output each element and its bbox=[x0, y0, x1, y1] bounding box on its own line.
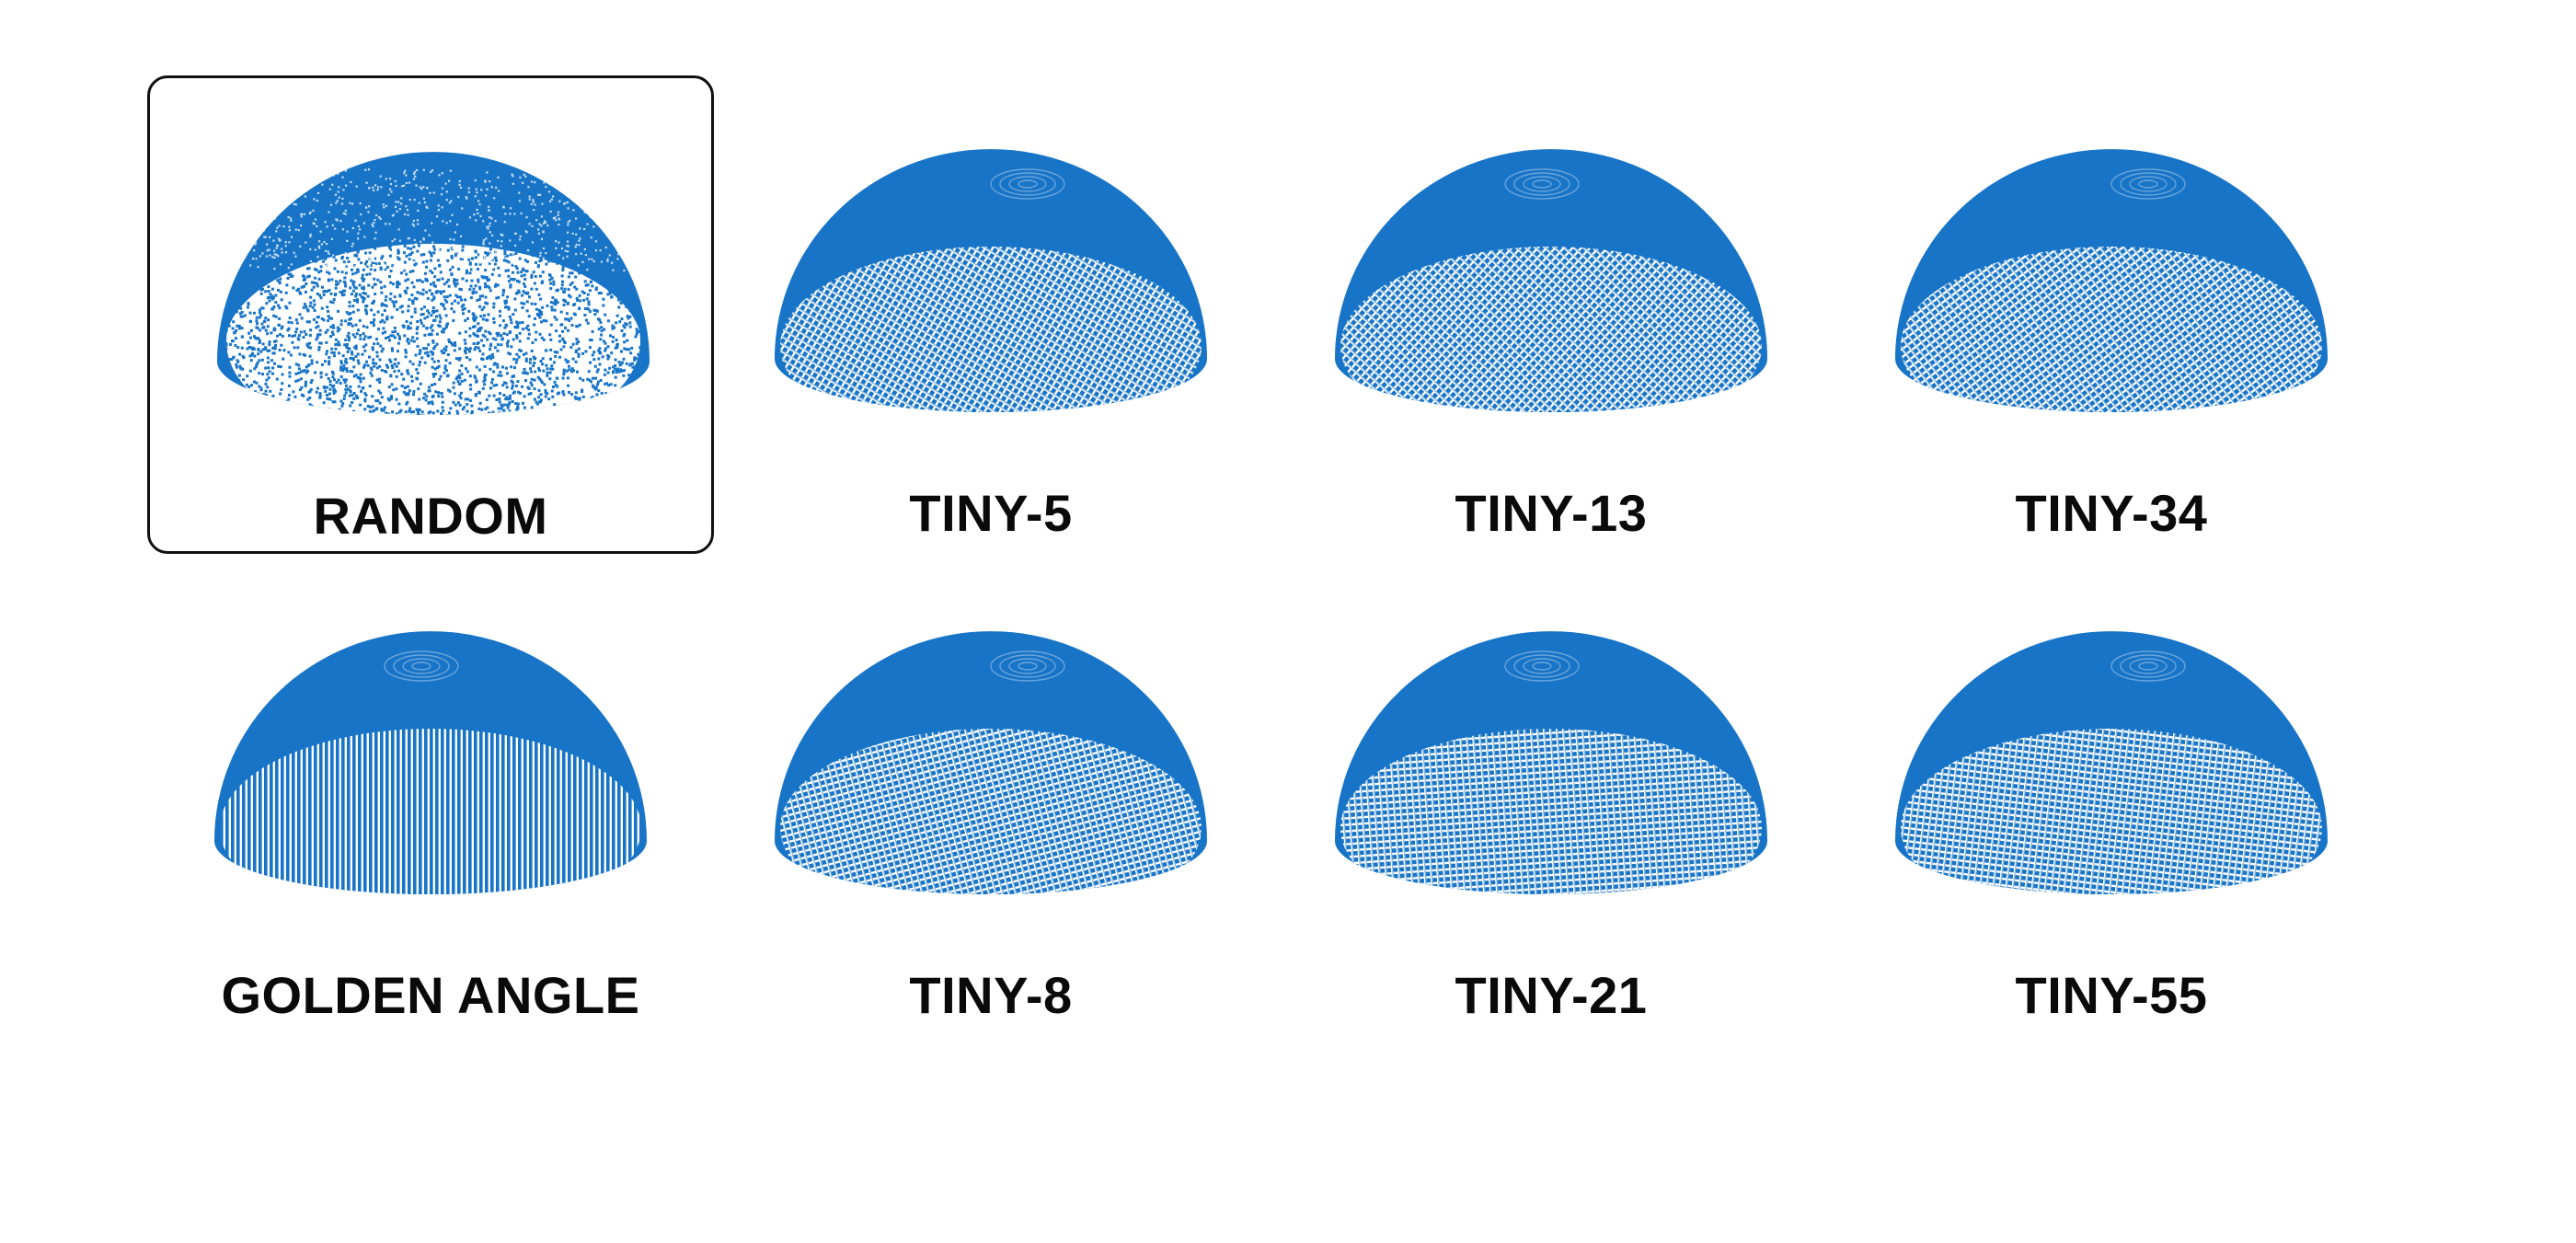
dome-interior bbox=[1901, 729, 2322, 894]
hemisphere-plot-golden-angle bbox=[214, 631, 647, 894]
panel-label-tiny-8: TINY-8 bbox=[909, 966, 1073, 1024]
panel-tiny-13[interactable]: TINY-13 bbox=[1268, 75, 1834, 554]
panel-tiny-34[interactable]: TINY-34 bbox=[1828, 75, 2395, 554]
panel-label-tiny-34: TINY-34 bbox=[2015, 484, 2208, 542]
dome-interior bbox=[780, 729, 1202, 894]
panel-label-random: RANDOM bbox=[313, 487, 548, 545]
dome-interior bbox=[226, 244, 640, 415]
panel-label-tiny-13: TINY-13 bbox=[1455, 484, 1648, 542]
apex-swirl bbox=[990, 650, 1065, 682]
panel-random[interactable]: RANDOM bbox=[147, 75, 714, 554]
hemisphere-plot-tiny-55 bbox=[1895, 631, 2328, 894]
panel-label-tiny-55: TINY-55 bbox=[2015, 966, 2208, 1024]
hemisphere-plot-tiny-13 bbox=[1335, 149, 1767, 412]
dome-interior bbox=[1340, 247, 1762, 412]
dome-interior bbox=[220, 729, 641, 894]
panel-tiny-8[interactable]: TINY-8 bbox=[707, 558, 1274, 1036]
panel-label-golden-angle: GOLDEN ANGLE bbox=[221, 966, 640, 1024]
dome-interior bbox=[1340, 729, 1762, 894]
hemisphere-plot-tiny-8 bbox=[775, 631, 1207, 894]
panel-tiny-5[interactable]: TINY-5 bbox=[707, 75, 1274, 554]
apex-swirl bbox=[1504, 650, 1580, 682]
dome-interior bbox=[780, 247, 1202, 412]
panel-golden-angle[interactable]: GOLDEN ANGLE bbox=[147, 558, 714, 1036]
apex-swirl bbox=[990, 168, 1065, 200]
hemisphere-plot-tiny-5 bbox=[775, 149, 1207, 412]
panel-label-tiny-21: TINY-21 bbox=[1455, 966, 1648, 1024]
hemisphere-plot-tiny-21 bbox=[1335, 631, 1767, 894]
hemisphere-plot-random bbox=[217, 152, 650, 415]
panel-tiny-21[interactable]: TINY-21 bbox=[1268, 558, 1834, 1036]
apex-swirl bbox=[384, 650, 459, 682]
apex-swirl bbox=[1504, 168, 1580, 200]
apex-swirl bbox=[2110, 168, 2186, 200]
panel-label-tiny-5: TINY-5 bbox=[909, 484, 1073, 542]
dome-interior bbox=[1901, 247, 2322, 412]
hemisphere-plot-tiny-34 bbox=[1895, 149, 2328, 412]
panel-tiny-55[interactable]: TINY-55 bbox=[1828, 558, 2395, 1036]
random-points bbox=[221, 240, 649, 415]
apex-swirl bbox=[2110, 650, 2186, 682]
